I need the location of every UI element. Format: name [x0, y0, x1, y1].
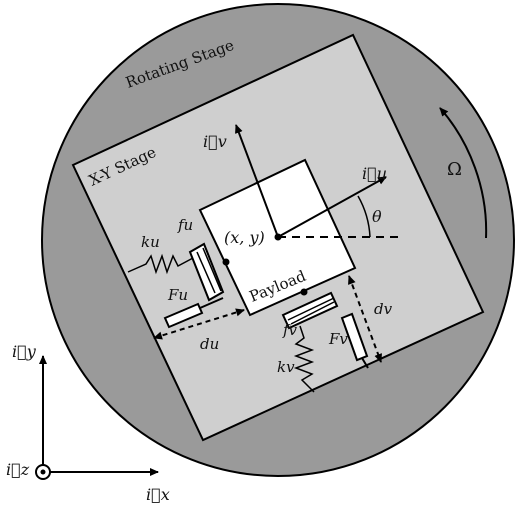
fv-label: fv: [282, 321, 298, 339]
fu-damper-line-2: [202, 247, 222, 292]
omega-arrow: [439, 107, 488, 239]
Fu-actuator-link: [199, 297, 224, 309]
ix-label: i⃗x: [146, 485, 170, 504]
ku-spring: [127, 253, 194, 275]
fu-label: fu: [177, 216, 193, 234]
theta-arc: [357, 195, 371, 238]
kv-spring: [293, 325, 315, 393]
Fu-label: Fu: [167, 286, 188, 304]
iy-label: i⃗y: [12, 342, 37, 361]
iu-axis: [277, 176, 387, 238]
fv-damper-line-2: [290, 301, 335, 325]
du-label: du: [200, 335, 219, 353]
kv-label: kv: [277, 358, 295, 376]
omega-label: Ω: [447, 159, 462, 180]
Fv-label: Fv: [328, 330, 348, 348]
iv-axis: [235, 124, 279, 238]
dv-dimension: [348, 275, 382, 363]
fu-damper-line-1: [196, 251, 216, 294]
fu-attach-dot: [222, 258, 230, 266]
fv-attach-dot: [300, 288, 308, 296]
du-dimension: [153, 308, 245, 340]
position-label: (x, y): [224, 228, 265, 247]
fv-damper-housing: [281, 291, 339, 330]
iz-axis-dot: [40, 469, 46, 475]
fv-damper-line-1: [287, 297, 335, 321]
ku-label: ku: [141, 233, 160, 251]
iv-label: i⃗v: [203, 132, 227, 151]
iz-label: i⃗z: [6, 460, 30, 479]
theta-label: θ: [372, 207, 382, 226]
iu-label: i⃗u: [362, 164, 387, 183]
dv-label: dv: [374, 300, 393, 318]
